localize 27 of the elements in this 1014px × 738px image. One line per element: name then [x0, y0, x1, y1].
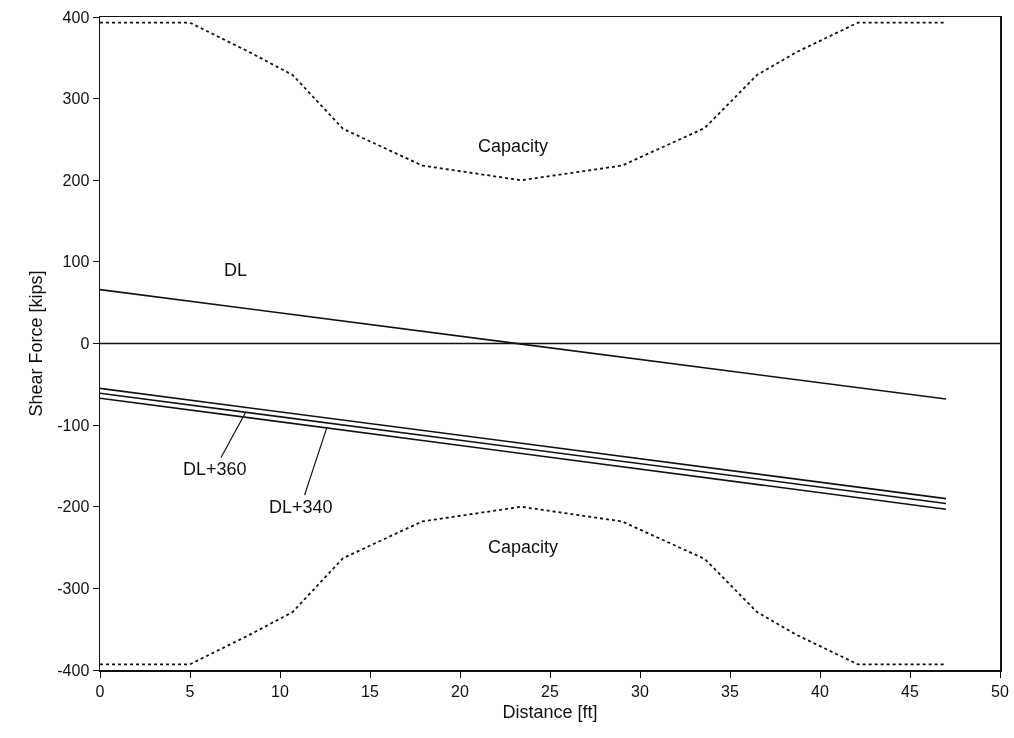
- series-label: DL: [224, 260, 248, 280]
- annotation: DL+360: [183, 459, 247, 479]
- x-tick-label: 0: [95, 682, 105, 700]
- y-tick-label: 100: [62, 253, 90, 271]
- x-tick-label: 25: [541, 682, 559, 700]
- x-tick-label: 5: [185, 682, 195, 700]
- y-tick-label: -200: [57, 498, 90, 516]
- x-tick-label: 50: [991, 682, 1009, 700]
- y-tick-label: 0: [80, 335, 90, 353]
- y-tick-label: -300: [57, 579, 90, 597]
- y-tick-label: 400: [62, 8, 90, 26]
- series-label: Capacity: [488, 537, 559, 557]
- x-tick-label: 45: [901, 682, 919, 700]
- y-tick-label: -100: [57, 416, 90, 434]
- x-tick-label: 40: [811, 682, 829, 700]
- x-tick-label: 20: [451, 682, 469, 700]
- y-tick-label: -400: [57, 661, 90, 679]
- y-tick-label: 300: [62, 90, 90, 108]
- y-axis-title: Shear Force [kips]: [25, 270, 46, 417]
- series-label: Capacity: [478, 136, 549, 156]
- x-tick-label: 30: [631, 682, 649, 700]
- x-axis-title: Distance [ft]: [502, 701, 598, 722]
- annotation: DL+340: [269, 497, 333, 517]
- x-tick-label: 15: [361, 682, 379, 700]
- y-tick-label: 200: [62, 171, 90, 189]
- x-tick-label: 35: [721, 682, 739, 700]
- x-tick-label: 10: [271, 682, 289, 700]
